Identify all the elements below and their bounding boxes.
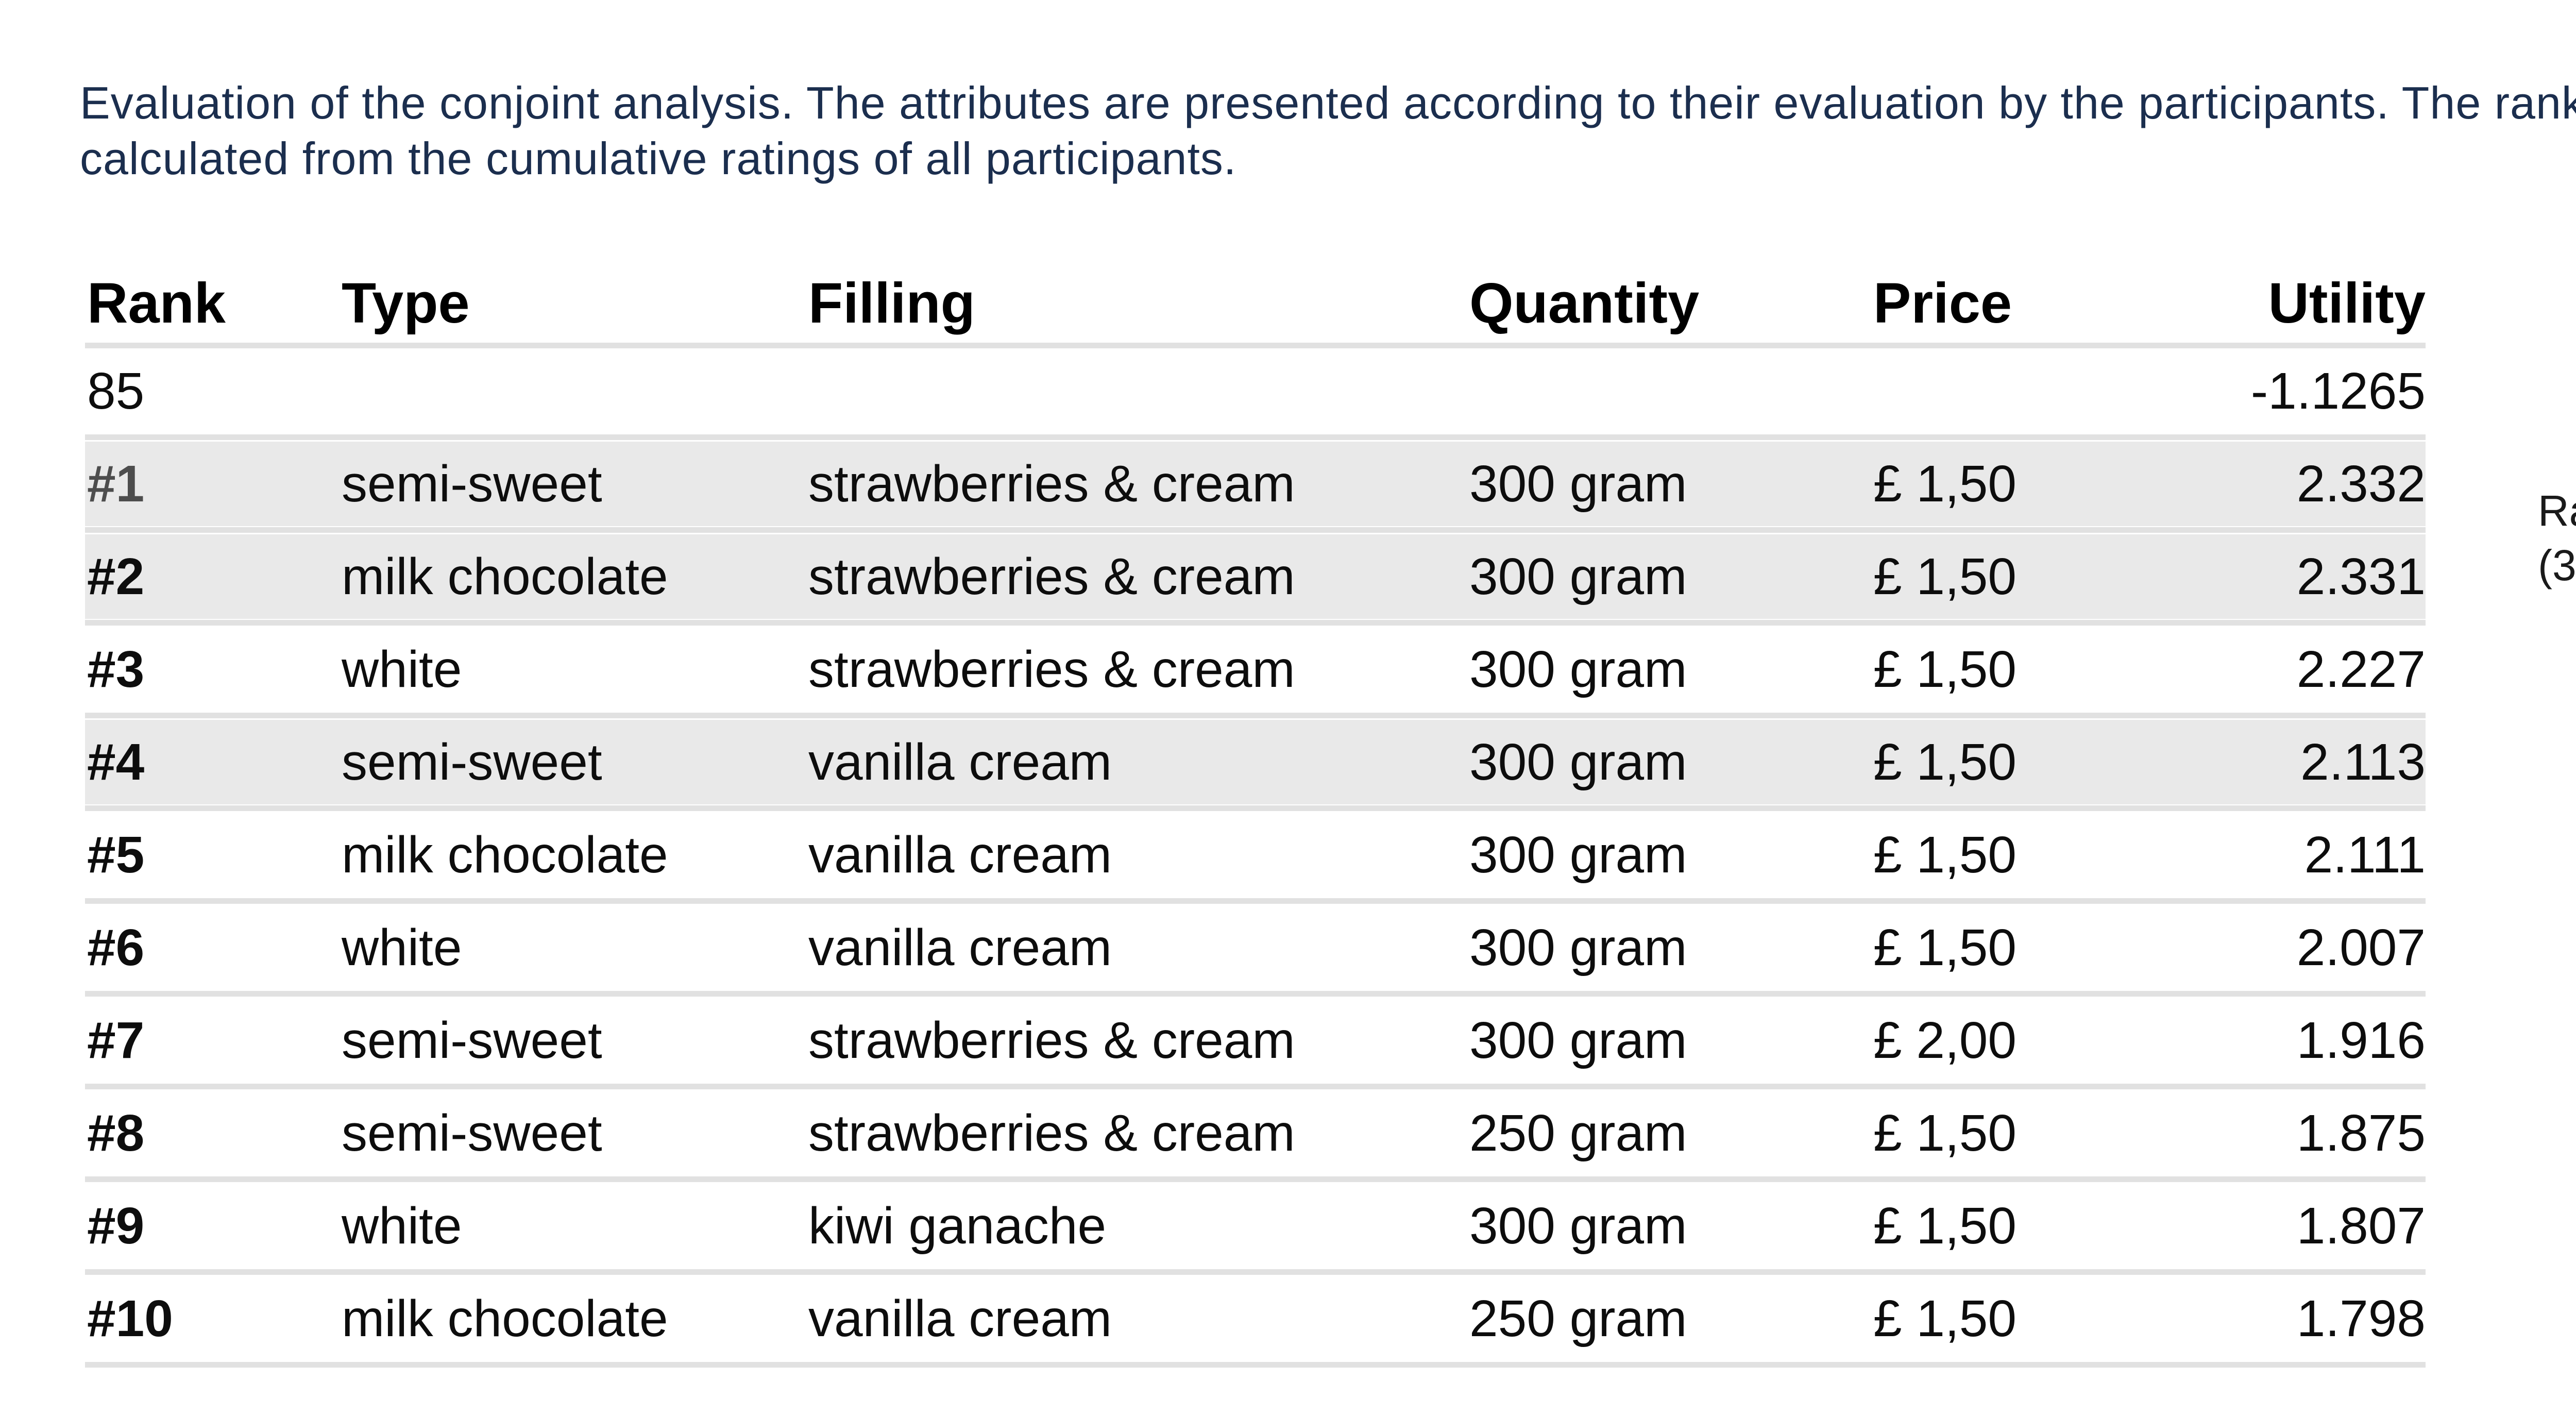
cell-type: semi-sweet (342, 1012, 602, 1069)
cell-utility: 2.111 (2304, 826, 2426, 884)
cell-utility: 2.332 (2296, 455, 2426, 513)
cell-rank: #7 (87, 1012, 145, 1069)
cell-utility: 1.916 (2296, 1012, 2426, 1069)
cell-price: £ 1,50 (1873, 733, 2017, 791)
pie-label-rank1: Rank #1 (32%) (2538, 483, 2576, 593)
cell-filling: strawberries & cream (808, 455, 1295, 513)
column-header-quantity: Quantity (1469, 272, 1700, 335)
cell-filling: vanilla cream (808, 1290, 1112, 1347)
cell-type: milk chocolate (342, 548, 668, 605)
cell-quantity: 250 gram (1469, 1290, 1687, 1347)
table-row-5: #5 milk chocolate vanilla cream 300 gram £ 1… (85, 813, 2426, 904)
table-header-row: Rank Type Filling Quantity Price Utility (0, 272, 2576, 335)
table-row-8: #8 semi-sweet strawberries & cream 250 gram… (85, 1091, 2426, 1182)
table-row-7: #7 semi-sweet strawberries & cream 300 gram… (85, 998, 2426, 1089)
cell-price: £ 1,50 (1873, 826, 2017, 884)
table-row-3: #3 white strawberries & cream 300 gram £ 1,5… (85, 627, 2426, 718)
cell-rank: #6 (87, 919, 145, 976)
cell-type: milk chocolate (342, 826, 668, 884)
cell-filling: strawberries & cream (808, 1012, 1295, 1069)
cell-filling: vanilla cream (808, 919, 1112, 976)
table-row-6: #6 white vanilla cream 300 gram £ 1,50 2.007 (85, 905, 2426, 997)
cell-type: white (342, 1197, 462, 1255)
cell-price: £ 1,50 (1873, 919, 2017, 976)
table-row-9: #9 white kiwi ganache 300 gram £ 1,50 1.807 (85, 1184, 2426, 1275)
cell-rank: #10 (87, 1290, 173, 1347)
cell-utility: 2.113 (2300, 733, 2426, 791)
figure-caption-line-1: Evaluation of the conjoint analysis. The… (80, 77, 2576, 128)
cell-utility: 1.798 (2296, 1290, 2426, 1347)
cell-utility: -1.1265 (2250, 362, 2426, 420)
cell-quantity: 300 gram (1469, 455, 1687, 513)
cell-rank: #4 (87, 733, 145, 791)
cell-quantity: 300 gram (1469, 641, 1687, 698)
column-header-utility: Utility (2268, 272, 2426, 335)
cell-type: semi-sweet (342, 1104, 602, 1162)
cell-rank: #8 (87, 1104, 145, 1162)
cell-type: white (342, 641, 462, 698)
cell-filling: strawberries & cream (808, 548, 1295, 605)
figure-caption: Evaluation of the conjoint analysis. The… (80, 75, 2576, 187)
cell-price: £ 1,50 (1873, 1197, 2017, 1255)
pie-chart-title: Artificial market simulation (2451, 277, 2576, 334)
cell-price: £ 1,50 (1873, 1290, 2017, 1347)
cell-quantity: 300 gram (1469, 919, 1687, 976)
cell-type: semi-sweet (342, 455, 602, 513)
cell-quantity: 300 gram (1469, 548, 1687, 605)
cell-utility: 2.227 (2296, 641, 2426, 698)
pie-label-rank1-pct: (32%) (2538, 541, 2576, 589)
cell-price: £ 1,50 (1873, 548, 2017, 605)
column-header-type: Type (342, 272, 470, 335)
cell-utility: 2.331 (2296, 548, 2426, 605)
cell-utility: 1.875 (2296, 1104, 2426, 1162)
cell-price: £ 2,00 (1873, 1012, 2017, 1069)
cell-filling: vanilla cream (808, 826, 1112, 884)
cell-utility: 1.807 (2296, 1197, 2426, 1255)
pie-label-rank1-name: Rank #1 (2538, 486, 2576, 535)
cell-quantity: 300 gram (1469, 1197, 1687, 1255)
table-row-10: #10 milk chocolate vanilla cream 250 gram £ … (85, 1276, 2426, 1368)
cell-type: white (342, 919, 462, 976)
column-header-filling: Filling (808, 272, 975, 335)
cell-price: £ 1,50 (1873, 1104, 2017, 1162)
cell-quantity: 250 gram (1469, 1104, 1687, 1162)
cell-filling: kiwi ganache (808, 1197, 1107, 1255)
figure-caption-line-2: calculated from the cumulative ratings o… (80, 133, 1237, 184)
table-row-85: 85 -1.1265 (85, 349, 2426, 440)
cell-filling: vanilla cream (808, 733, 1112, 791)
cell-rank: #5 (87, 826, 145, 884)
cell-filling: strawberries & cream (808, 641, 1295, 698)
table-header-underline (85, 343, 2426, 348)
cell-filling: strawberries & cream (808, 1104, 1295, 1162)
cell-rank: #2 (87, 548, 145, 605)
cell-quantity: 300 gram (1469, 1012, 1687, 1069)
cell-rank: #1 (87, 455, 145, 513)
cell-rank: 85 (87, 362, 145, 420)
table-row-1: #1 semi-sweet strawberries & cream 300 gram… (85, 442, 2426, 533)
cell-type: milk chocolate (342, 1290, 668, 1347)
cell-rank: #3 (87, 641, 145, 698)
table-row-4: #4 semi-sweet vanilla cream 300 gram £ 1,50 2… (85, 720, 2426, 811)
column-header-rank: Rank (87, 272, 226, 335)
cell-utility: 2.007 (2296, 919, 2426, 976)
cell-price: £ 1,50 (1873, 455, 2017, 513)
cell-type: semi-sweet (342, 733, 602, 791)
cell-quantity: 300 gram (1469, 826, 1687, 884)
cell-rank: #9 (87, 1197, 145, 1255)
cell-quantity: 300 gram (1469, 733, 1687, 791)
table-row-2: #2 milk chocolate strawberries & cream 300 … (85, 534, 2426, 626)
column-header-price: Price (1873, 272, 2012, 335)
cell-price: £ 1,50 (1873, 641, 2017, 698)
